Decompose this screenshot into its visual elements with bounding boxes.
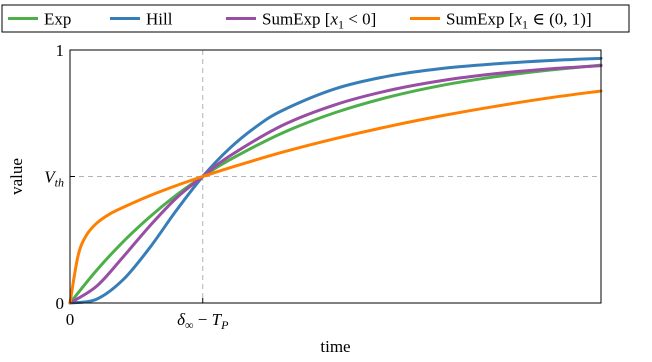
series-line-sumexp-x1-0-1 (68, 89, 603, 305)
series-lines (68, 56, 603, 305)
x-axis-label: time (320, 337, 350, 356)
x-tick-label: 0 (66, 310, 75, 329)
legend-box (1, 4, 630, 33)
legend-entry-sumexp-x1-0: SumExp [x1 < 0] (262, 10, 376, 32)
legend-entry-hill: Hill (146, 10, 173, 29)
y-axis-label: value (7, 158, 26, 195)
legend-entry-sumexp-x1-0-1: SumExp [x1 ∈ (0, 1)] (446, 10, 592, 32)
series-line-exp (68, 63, 603, 305)
y-tick-label: 1 (56, 41, 65, 60)
legend: Exp Hill SumExp [x1 < 0] SumExp [x1 ∈ (0, 1… (1, 4, 630, 33)
y-tick-label: 0 (56, 294, 65, 313)
x-tick-label: δ∞ − TP (177, 310, 229, 332)
legend-entry-exp: Exp (44, 10, 71, 29)
series-line-hill (68, 56, 603, 305)
series-line-sumexp-x1-0 (68, 64, 603, 305)
y-tick-label: Vth (44, 168, 64, 190)
tick-labels: 0 δ∞ − TP 0 Vth 1 (44, 41, 229, 332)
